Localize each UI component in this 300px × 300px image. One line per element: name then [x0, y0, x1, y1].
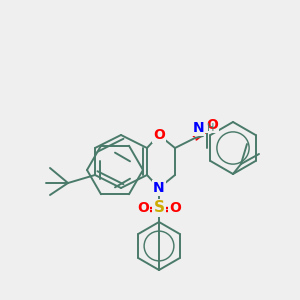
Text: N: N [192, 121, 204, 135]
Text: S: S [154, 200, 164, 215]
Text: O: O [206, 118, 218, 132]
Text: O: O [169, 201, 181, 215]
Text: N: N [153, 181, 165, 195]
Text: O: O [137, 201, 149, 215]
Text: O: O [153, 128, 165, 142]
Text: H: H [207, 123, 214, 133]
